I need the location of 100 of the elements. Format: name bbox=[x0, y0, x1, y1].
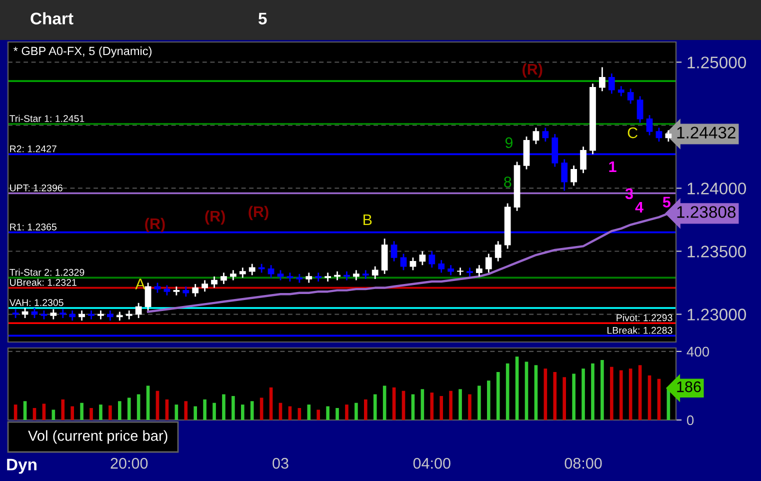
annotation: (R) bbox=[248, 206, 268, 220]
annotation: C bbox=[628, 127, 638, 138]
ref-line-label: Pivot: 1.2293 bbox=[616, 314, 672, 322]
candlestick bbox=[220, 272, 227, 285]
annotation: 4 bbox=[635, 202, 644, 212]
candlestick bbox=[154, 282, 161, 294]
bar bbox=[232, 396, 235, 420]
candlestick bbox=[164, 284, 170, 296]
candlestick bbox=[248, 263, 256, 276]
bar bbox=[544, 368, 548, 420]
bar bbox=[326, 406, 330, 420]
bar bbox=[591, 363, 594, 420]
bar bbox=[108, 405, 112, 420]
bar bbox=[52, 410, 56, 420]
bar bbox=[174, 404, 178, 420]
bar bbox=[127, 398, 131, 420]
ref-line-label: R1: 1.2365 bbox=[10, 224, 56, 230]
candlestick bbox=[144, 282, 152, 312]
bar bbox=[118, 401, 122, 420]
candlestick bbox=[561, 158, 568, 192]
candlestick bbox=[656, 127, 662, 142]
candlestick bbox=[646, 114, 653, 136]
y-tick-label: 1.25000 bbox=[688, 56, 746, 68]
candlestick bbox=[192, 283, 199, 298]
bar bbox=[136, 394, 140, 420]
annotation: 9 bbox=[505, 137, 513, 148]
text: Dyn bbox=[7, 458, 36, 474]
annotation: 5 bbox=[662, 196, 670, 208]
bar bbox=[336, 408, 339, 420]
candlestick bbox=[390, 240, 398, 262]
bar bbox=[203, 399, 206, 420]
x-tick-label: 03 bbox=[272, 458, 288, 469]
ref-line-label: Tri-Star 1: 1.2451 bbox=[10, 114, 84, 122]
bar bbox=[373, 394, 377, 420]
bar bbox=[648, 375, 652, 420]
bar bbox=[382, 386, 386, 420]
bar bbox=[420, 389, 424, 420]
annotation: (R) bbox=[145, 218, 165, 232]
candlestick bbox=[532, 127, 540, 145]
bar bbox=[364, 399, 368, 420]
bar bbox=[80, 402, 84, 420]
candlestick bbox=[665, 130, 672, 142]
candlestick bbox=[618, 85, 624, 97]
bar bbox=[600, 360, 604, 420]
bar bbox=[553, 372, 557, 420]
y-tick-label: 0 bbox=[686, 415, 694, 426]
candlestick bbox=[419, 250, 426, 266]
x-tick-label: 20:00 bbox=[110, 458, 148, 469]
bar bbox=[582, 368, 585, 420]
bar bbox=[515, 356, 519, 420]
bar bbox=[269, 387, 273, 420]
bar bbox=[42, 404, 46, 420]
candlestick bbox=[22, 307, 28, 319]
bar bbox=[506, 363, 510, 420]
candlestick bbox=[485, 253, 492, 274]
bar bbox=[250, 401, 254, 420]
bar bbox=[449, 390, 452, 420]
candlestick bbox=[182, 286, 190, 298]
bar bbox=[307, 404, 311, 420]
bar bbox=[562, 377, 566, 420]
x-tick-label: 08:00 bbox=[564, 458, 602, 469]
y-tick-label: 1.23500 bbox=[688, 246, 746, 258]
text: 1.23808 bbox=[677, 206, 736, 218]
bar bbox=[619, 370, 623, 420]
candlestick bbox=[239, 266, 246, 278]
bar bbox=[638, 365, 642, 420]
ref-line-label: VAH: 1.2305 bbox=[9, 299, 64, 306]
candlestick bbox=[627, 88, 634, 104]
bar bbox=[90, 408, 93, 420]
bar bbox=[392, 387, 396, 420]
candlestick bbox=[372, 266, 378, 280]
bar bbox=[657, 378, 661, 420]
candlestick bbox=[202, 280, 208, 292]
bar bbox=[146, 386, 150, 420]
y-tick-label: 1.23000 bbox=[688, 308, 746, 320]
candlestick bbox=[135, 302, 142, 319]
candlestick bbox=[428, 250, 436, 268]
ref-line-label: Tri-Star 2: 1.2329 bbox=[10, 268, 84, 276]
bar bbox=[14, 404, 18, 420]
bar bbox=[260, 398, 264, 420]
text: 5 bbox=[258, 12, 267, 24]
ref-line-label: R2: 1.2427 bbox=[10, 145, 56, 152]
bar bbox=[487, 380, 490, 420]
bar bbox=[194, 406, 197, 420]
candlestick bbox=[107, 310, 114, 322]
bar bbox=[70, 406, 74, 420]
bar bbox=[212, 402, 216, 420]
bar bbox=[411, 394, 415, 420]
bar bbox=[628, 368, 632, 420]
bar bbox=[440, 396, 444, 420]
candlestick bbox=[542, 127, 549, 142]
candlestick bbox=[494, 240, 502, 262]
x-tick-label: 04:00 bbox=[413, 458, 450, 469]
bar bbox=[156, 390, 160, 420]
bar bbox=[222, 394, 226, 420]
y-tick-label: 1.24000 bbox=[688, 182, 746, 194]
annotation: B bbox=[364, 214, 372, 226]
text: Chart bbox=[30, 12, 74, 24]
bar bbox=[345, 404, 348, 420]
bar bbox=[165, 399, 169, 420]
